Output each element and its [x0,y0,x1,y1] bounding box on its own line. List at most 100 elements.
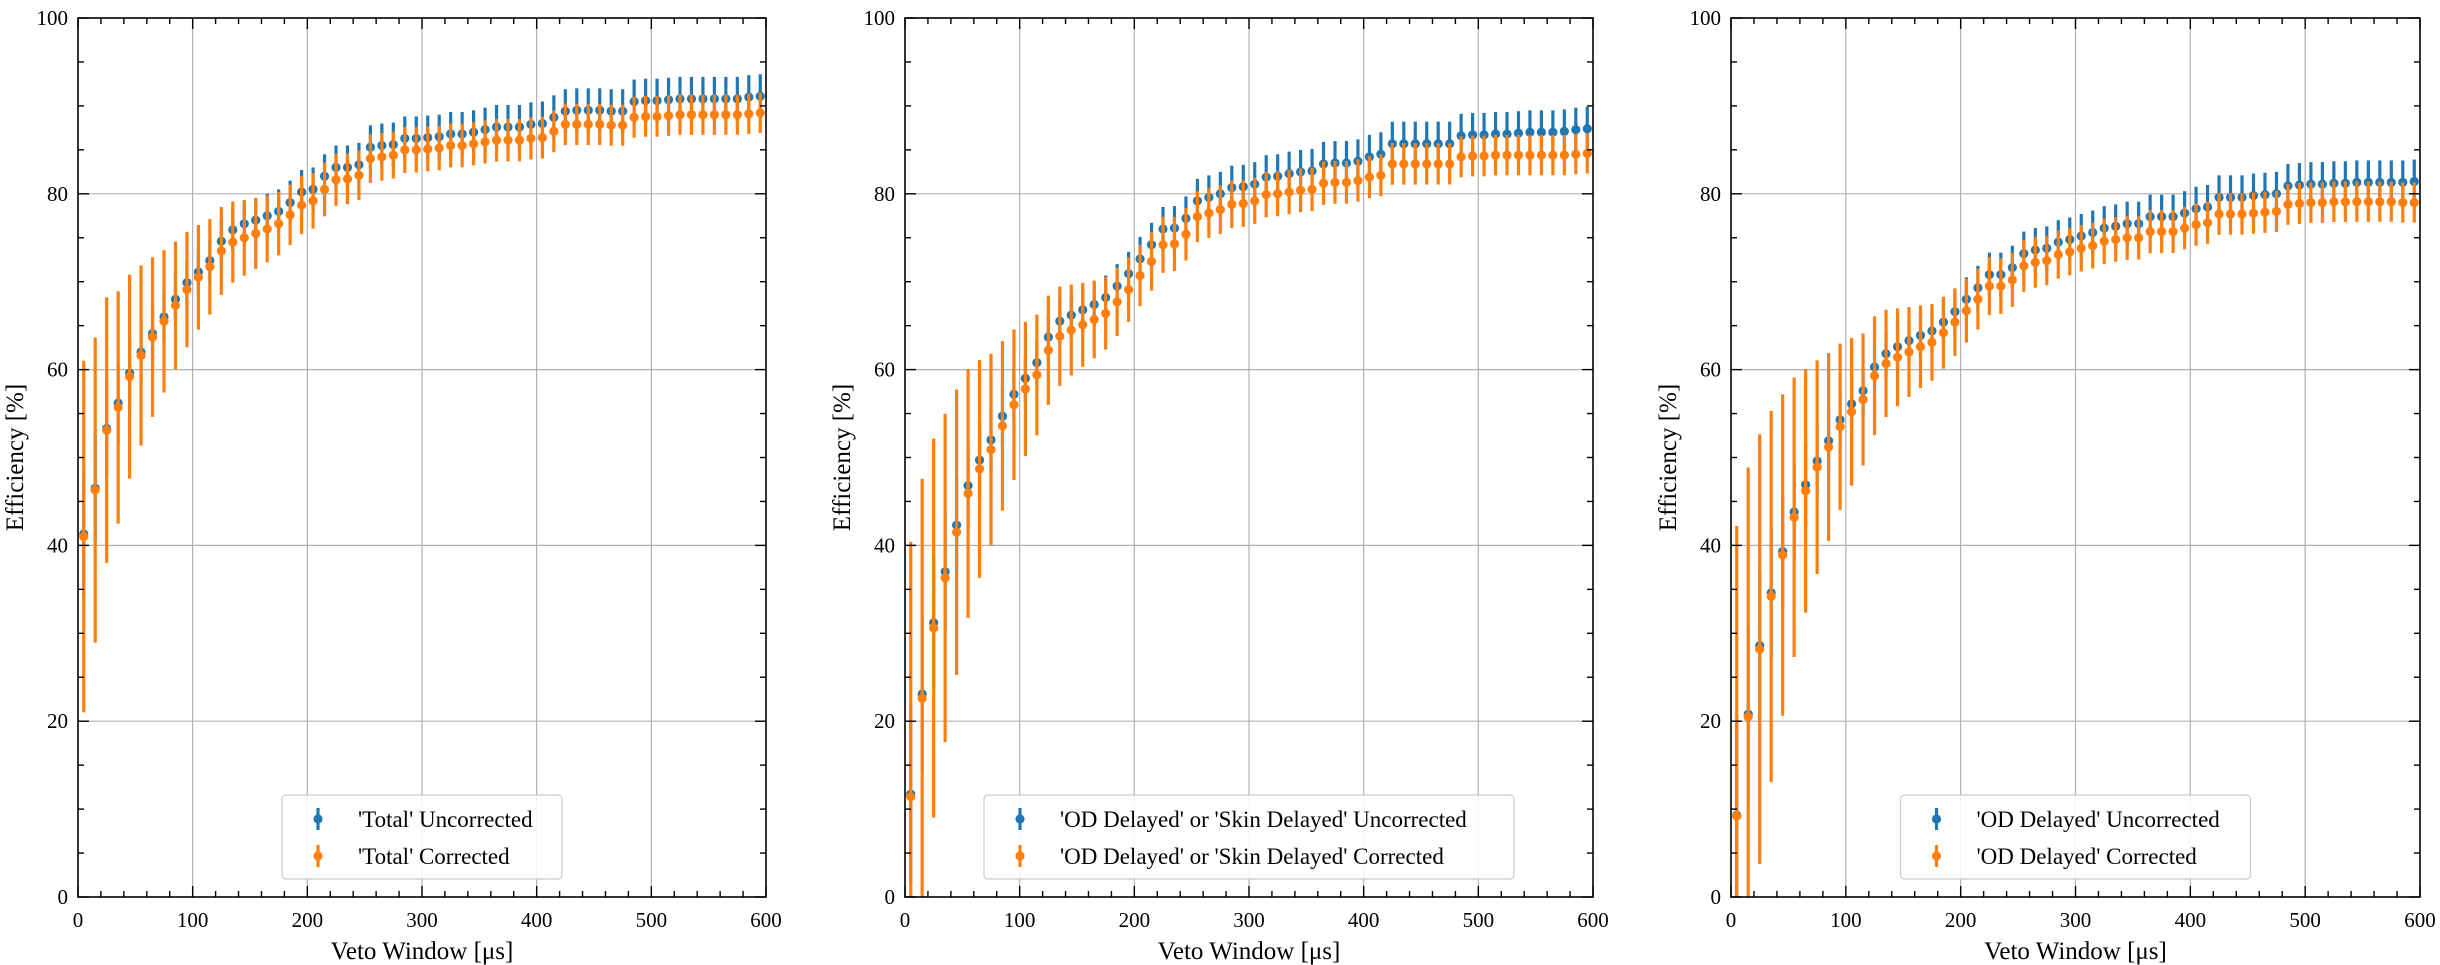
x-tick-label: 400 [1348,908,1380,932]
legend-label: 'OD Delayed' or 'Skin Delayed' Corrected [1060,844,1444,869]
data-point [675,110,685,120]
ticks [904,17,1594,898]
data-point [1307,184,1317,195]
data-point [514,135,525,145]
grid [78,18,766,897]
data-point [480,137,490,147]
chart-panel-3: 0 100 200 300 400 500 600 0 20 40 60 80 100 Veto Wind… [1655,6,2436,965]
data-point [755,108,765,118]
data-point [1158,240,1168,250]
data-point [1101,308,1111,318]
data-point [1559,150,1569,160]
x-axis-label: Veto Window [μs] [1984,938,2167,965]
data-point [732,110,742,120]
data-point [1984,281,1994,291]
data-point [2214,209,2224,219]
legend-marker-dot [313,851,323,861]
data-point [629,112,639,122]
x-axis-label: Veto Window [μs] [331,938,514,965]
data-point [2294,198,2305,209]
y-tick-label: 20 [1700,709,1721,733]
data-point [319,184,330,195]
series-corrected [79,92,765,713]
chart-panel-2: 0 100 200 300 400 500 600 0 20 40 60 80 100 Veto Wind… [829,6,1609,965]
data-point [170,300,181,311]
data-point [1204,208,1214,218]
data-point [744,109,754,119]
data-point [1582,124,1592,134]
data-point [2409,197,2419,208]
data-point [1789,512,1799,522]
legend-label: 'Total' Uncorrected [358,807,533,832]
data-point [641,111,651,122]
data-point [411,145,421,155]
data-point [469,139,479,149]
data-point [2157,226,2167,237]
data-point [1192,212,1202,222]
data-point [1513,150,1524,160]
data-point [1215,205,1225,215]
data-point [1078,320,1088,330]
data-point [2248,208,2259,218]
ticks [1730,17,2421,898]
data-point [1766,591,1776,601]
data-point [1755,644,1765,654]
x-tick-label: 0 [1726,908,1737,932]
y-tick-label: 60 [1700,358,1721,382]
data-point [2053,249,2063,260]
data-point [2202,218,2213,228]
data-point [1468,130,1478,140]
data-point [2237,209,2247,219]
x-tick-label: 100 [1004,908,1036,932]
data-point [216,246,226,256]
data-point [2168,226,2178,237]
data-point [1089,314,1099,325]
legend: 'Total' Uncorrected 'Total' Corrected [281,794,563,880]
data-point [377,152,387,162]
data-point [285,210,295,220]
data-point [572,119,582,129]
data-point [1915,342,1926,352]
data-point [2306,197,2316,208]
data-point [1055,331,1065,341]
legend-marker-dot [1015,814,1025,824]
series-corrected [1732,181,2419,897]
data-point [1490,129,1501,139]
y-tick-label: 60 [47,358,68,382]
x-tick-label: 300 [2060,908,2092,932]
data-point [2065,247,2075,257]
data-point [193,272,203,282]
data-point [1824,442,1834,452]
x-tick-label: 300 [406,908,438,932]
x-axis-label: Veto Window [μs] [1158,938,1341,965]
data-point [618,120,628,130]
data-point [1571,149,1581,159]
data-point [1124,285,1134,295]
data-point [182,285,192,295]
data-point [1548,127,1558,137]
y-tick-label: 80 [874,182,895,206]
data-point [1376,149,1386,159]
data-point [583,119,593,129]
data-point [1456,152,1466,162]
data-point [698,110,708,120]
data-point [997,421,1008,431]
data-point [1938,328,1949,338]
data-point [1525,127,1535,137]
data-point [940,573,950,583]
data-point [1835,422,1845,432]
data-point [686,110,697,120]
data-point [2111,234,2121,245]
data-point [1950,317,1960,327]
data-point [1146,256,1157,267]
data-point [1273,189,1283,199]
y-tick-label: 100 [1690,6,1722,30]
data-point [974,464,985,474]
y-tick-label: 80 [1700,182,1721,206]
data-point [2225,209,2236,219]
data-point [606,120,616,130]
legend-marker-dot [1015,851,1025,861]
data-point [952,527,962,537]
data-point [1341,177,1352,187]
